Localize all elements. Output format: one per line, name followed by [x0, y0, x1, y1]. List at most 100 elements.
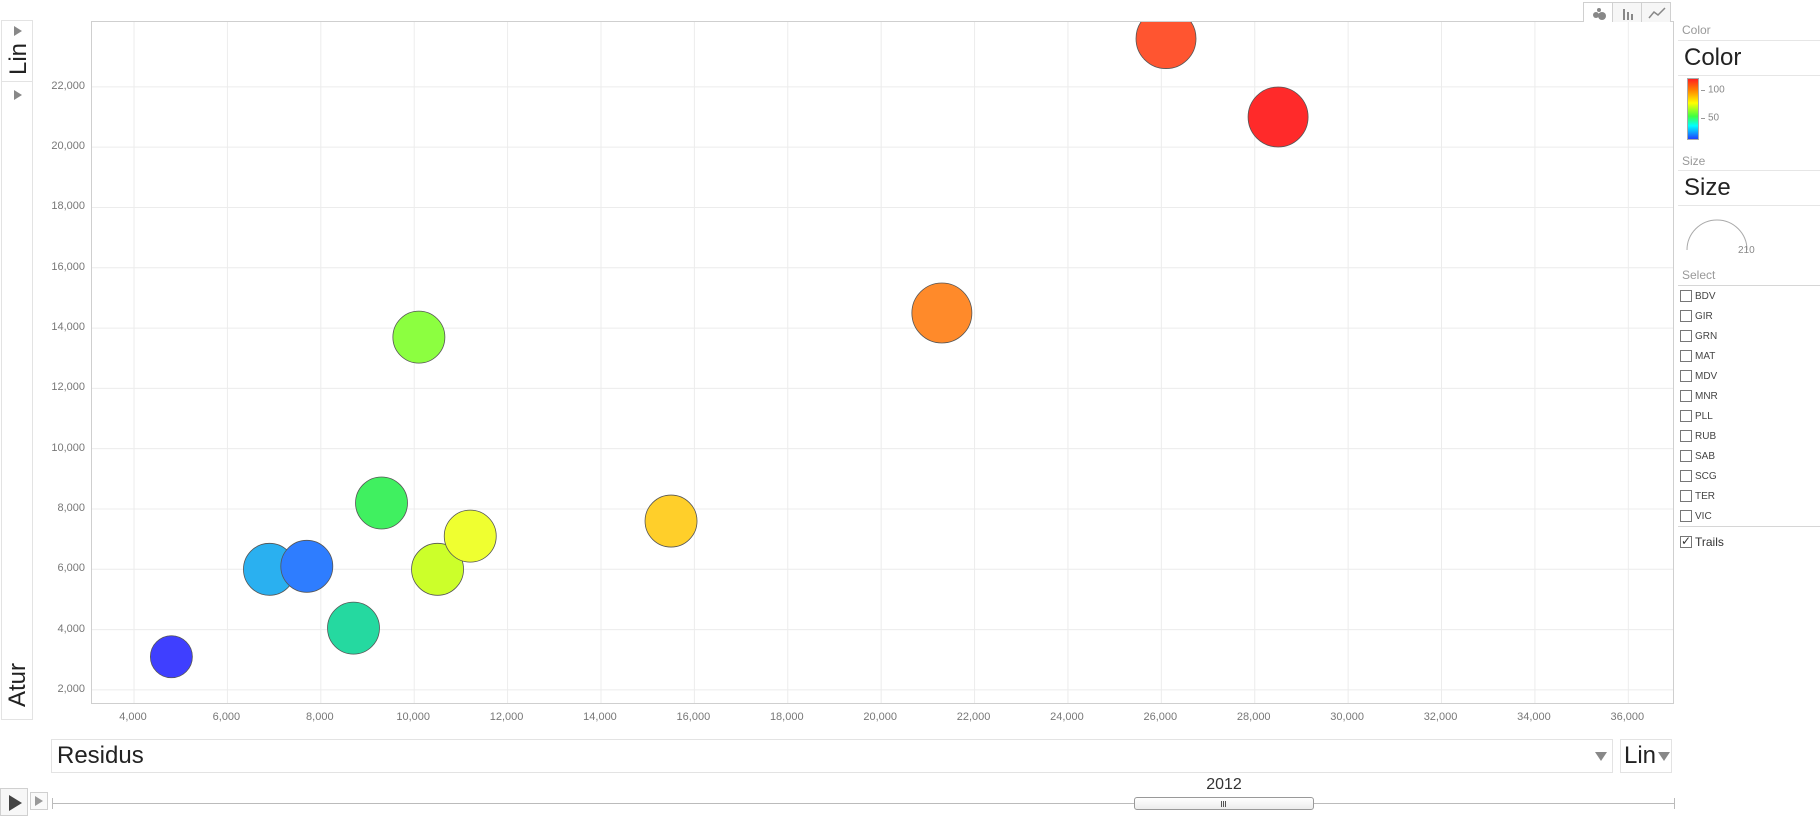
y-tick-label: 14,000 [51, 321, 85, 334]
bar-chart-toggle[interactable] [1612, 2, 1642, 22]
y-axis-label: Atur [4, 663, 31, 708]
y-axis-selector[interactable]: Lin Atur [1, 20, 33, 720]
select-item[interactable]: VIC [1678, 506, 1820, 526]
play-button[interactable] [0, 788, 28, 816]
data-bubble[interactable] [149, 635, 193, 679]
bubble-chart-toggle[interactable] [1583, 2, 1613, 22]
select-item[interactable]: BDV [1678, 286, 1820, 306]
select-checkbox[interactable] [1680, 430, 1692, 442]
data-bubble[interactable] [392, 310, 446, 364]
trails-checkbox[interactable] [1680, 534, 1692, 548]
select-checkbox[interactable] [1680, 470, 1692, 482]
y-tick-label: 18,000 [51, 200, 85, 213]
size-selector[interactable]: Size [1678, 170, 1820, 206]
line-chart-toggle[interactable] [1641, 2, 1671, 22]
select-item-label: SAB [1695, 450, 1716, 462]
x-tick-label: 12,000 [489, 711, 524, 723]
timeline-end-tick [1674, 798, 1675, 809]
color-selector[interactable]: Color [1678, 40, 1820, 76]
y-tick-label: 10,000 [51, 441, 85, 454]
select-item[interactable]: PLL [1678, 406, 1820, 426]
x-tick-label: 8,000 [306, 711, 334, 723]
timeline-start-tick [52, 798, 53, 809]
bubble-chart-icon [1593, 8, 1606, 20]
select-item-label: GRN [1695, 330, 1718, 342]
select-item-label: MNR [1695, 390, 1718, 402]
plot-area[interactable] [91, 21, 1674, 704]
x-axis-label: Residus [57, 742, 144, 769]
select-checkbox[interactable] [1680, 510, 1692, 522]
select-checkbox[interactable] [1680, 410, 1692, 422]
data-bubble[interactable] [644, 494, 698, 548]
select-item[interactable]: MDV [1678, 366, 1820, 386]
select-item-label: MAT [1695, 350, 1716, 362]
y-tick-label: 2,000 [57, 682, 85, 695]
data-bubble[interactable] [1247, 86, 1309, 148]
x-scale-label: Lin [1624, 742, 1657, 769]
data-bubble[interactable] [911, 282, 973, 344]
x-scale-selector[interactable]: Lin [1620, 739, 1672, 773]
speed-icon [35, 796, 43, 806]
y-tick-label: 6,000 [57, 562, 85, 575]
chart-type-toggles [1583, 2, 1671, 22]
select-item-label: TER [1695, 490, 1715, 502]
x-tick-label: 18,000 [769, 711, 804, 723]
select-item[interactable]: GIR [1678, 306, 1820, 326]
select-list: BDV GIR GRN MAT MDV MNR PLL RUB SAB SCG TER VIC [1678, 285, 1820, 527]
color-tick-mark [1701, 118, 1705, 119]
select-item[interactable]: SCG [1678, 466, 1820, 486]
color-tick-mark [1701, 90, 1705, 91]
x-axis-dropdown-icon [1595, 752, 1607, 761]
y-tick-label: 8,000 [57, 501, 85, 514]
select-item-label: GIR [1695, 310, 1713, 322]
select-checkbox[interactable] [1680, 390, 1692, 402]
select-checkbox[interactable] [1680, 310, 1692, 322]
x-scale-dropdown-icon [1658, 752, 1670, 761]
timeline-slider-handle[interactable] [1134, 797, 1314, 810]
select-checkbox[interactable] [1680, 290, 1692, 302]
y-tick-label: 12,000 [51, 381, 85, 394]
select-item[interactable]: TER [1678, 486, 1820, 506]
grip-icon [1221, 801, 1227, 807]
data-bubble[interactable] [411, 542, 464, 596]
speed-button[interactable] [30, 792, 48, 810]
data-bubble[interactable] [1135, 22, 1197, 69]
trails-option[interactable]: Trails [1678, 534, 1724, 549]
x-tick-label: 10,000 [396, 711, 431, 723]
select-item[interactable]: MNR [1678, 386, 1820, 406]
x-axis-selector[interactable]: Residus [51, 739, 1613, 773]
select-caption: Select [1682, 268, 1716, 282]
y-axis-expand-icon[interactable] [14, 90, 22, 100]
bubble-chart-svg[interactable] [92, 22, 1674, 704]
select-item-label: BDV [1695, 290, 1716, 302]
select-item[interactable]: GRN [1678, 326, 1820, 346]
y-tick-label: 20,000 [51, 140, 85, 153]
x-tick-label: 28,000 [1236, 711, 1271, 723]
select-checkbox[interactable] [1680, 370, 1692, 382]
data-bubble[interactable] [443, 509, 497, 563]
select-item[interactable]: RUB [1678, 426, 1820, 446]
select-checkbox[interactable] [1680, 350, 1692, 362]
select-checkbox[interactable] [1680, 450, 1692, 462]
size-legend-arc [1686, 219, 1748, 251]
color-tick-label: 50 [1708, 112, 1720, 124]
data-bubble[interactable] [280, 539, 334, 593]
data-bubble[interactable] [327, 601, 380, 655]
select-checkbox[interactable] [1680, 490, 1692, 502]
y-scale-label: Lin [5, 43, 32, 76]
x-tick-label: 24,000 [1050, 711, 1084, 723]
x-tick-label: 20,000 [863, 711, 897, 723]
select-item[interactable]: MAT [1678, 346, 1820, 366]
size-caption: Size [1682, 154, 1706, 168]
x-tick-label: 4,000 [119, 711, 147, 723]
y-scale-arrow-icon [14, 26, 22, 36]
select-checkbox[interactable] [1680, 330, 1692, 342]
data-bubble[interactable] [355, 476, 408, 530]
timeline-track[interactable] [52, 803, 1675, 804]
select-item[interactable]: SAB [1678, 446, 1820, 466]
timeline-year-label: 2012 [1206, 776, 1242, 793]
y-scale-selector[interactable]: Lin [2, 21, 32, 82]
line-chart-icon [1648, 7, 1666, 19]
x-tick-label: 36,000 [1610, 711, 1645, 723]
select-item-label: RUB [1695, 430, 1717, 442]
